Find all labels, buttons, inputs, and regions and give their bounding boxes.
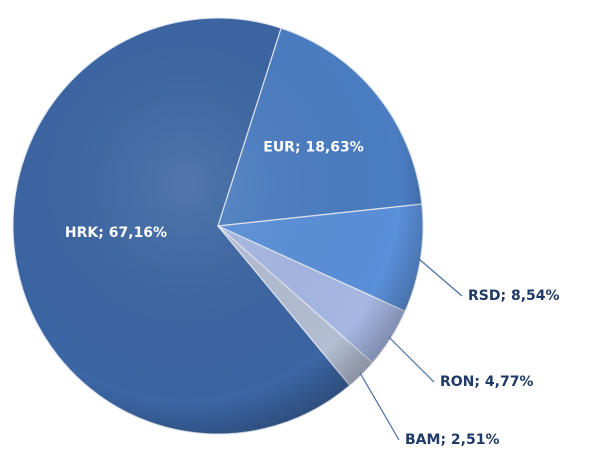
label-value: 4,77% bbox=[485, 374, 534, 390]
label-separator: ; bbox=[98, 225, 108, 241]
data-label: HRK; 67,16% bbox=[65, 225, 167, 241]
label-value: 8,54% bbox=[511, 288, 560, 304]
label-separator: ; bbox=[295, 139, 305, 155]
data-label: RSD; 8,54% bbox=[468, 288, 560, 304]
label-value: 2,51% bbox=[451, 432, 500, 448]
label-category: HRK bbox=[65, 225, 99, 241]
leader-line bbox=[388, 336, 435, 383]
label-category: RSD bbox=[468, 288, 500, 304]
data-label: EUR; 18,63% bbox=[263, 139, 364, 155]
label-separator: ; bbox=[474, 374, 484, 390]
label-separator: ; bbox=[500, 288, 510, 304]
label-value: 67,16% bbox=[109, 225, 167, 241]
label-separator: ; bbox=[440, 432, 450, 448]
data-label: BAM; 2,51% bbox=[405, 432, 500, 448]
label-category: BAM bbox=[405, 432, 440, 448]
label-category: RON bbox=[440, 374, 474, 390]
leader-line bbox=[359, 372, 400, 441]
data-label: RON; 4,77% bbox=[440, 374, 533, 390]
label-category: EUR bbox=[263, 139, 295, 155]
leader-line bbox=[418, 258, 463, 297]
label-value: 18,63% bbox=[305, 139, 363, 155]
labels: HRK; 67,16% EUR; 18,63% RSD; 8,54% RON; 4,7… bbox=[65, 139, 560, 448]
